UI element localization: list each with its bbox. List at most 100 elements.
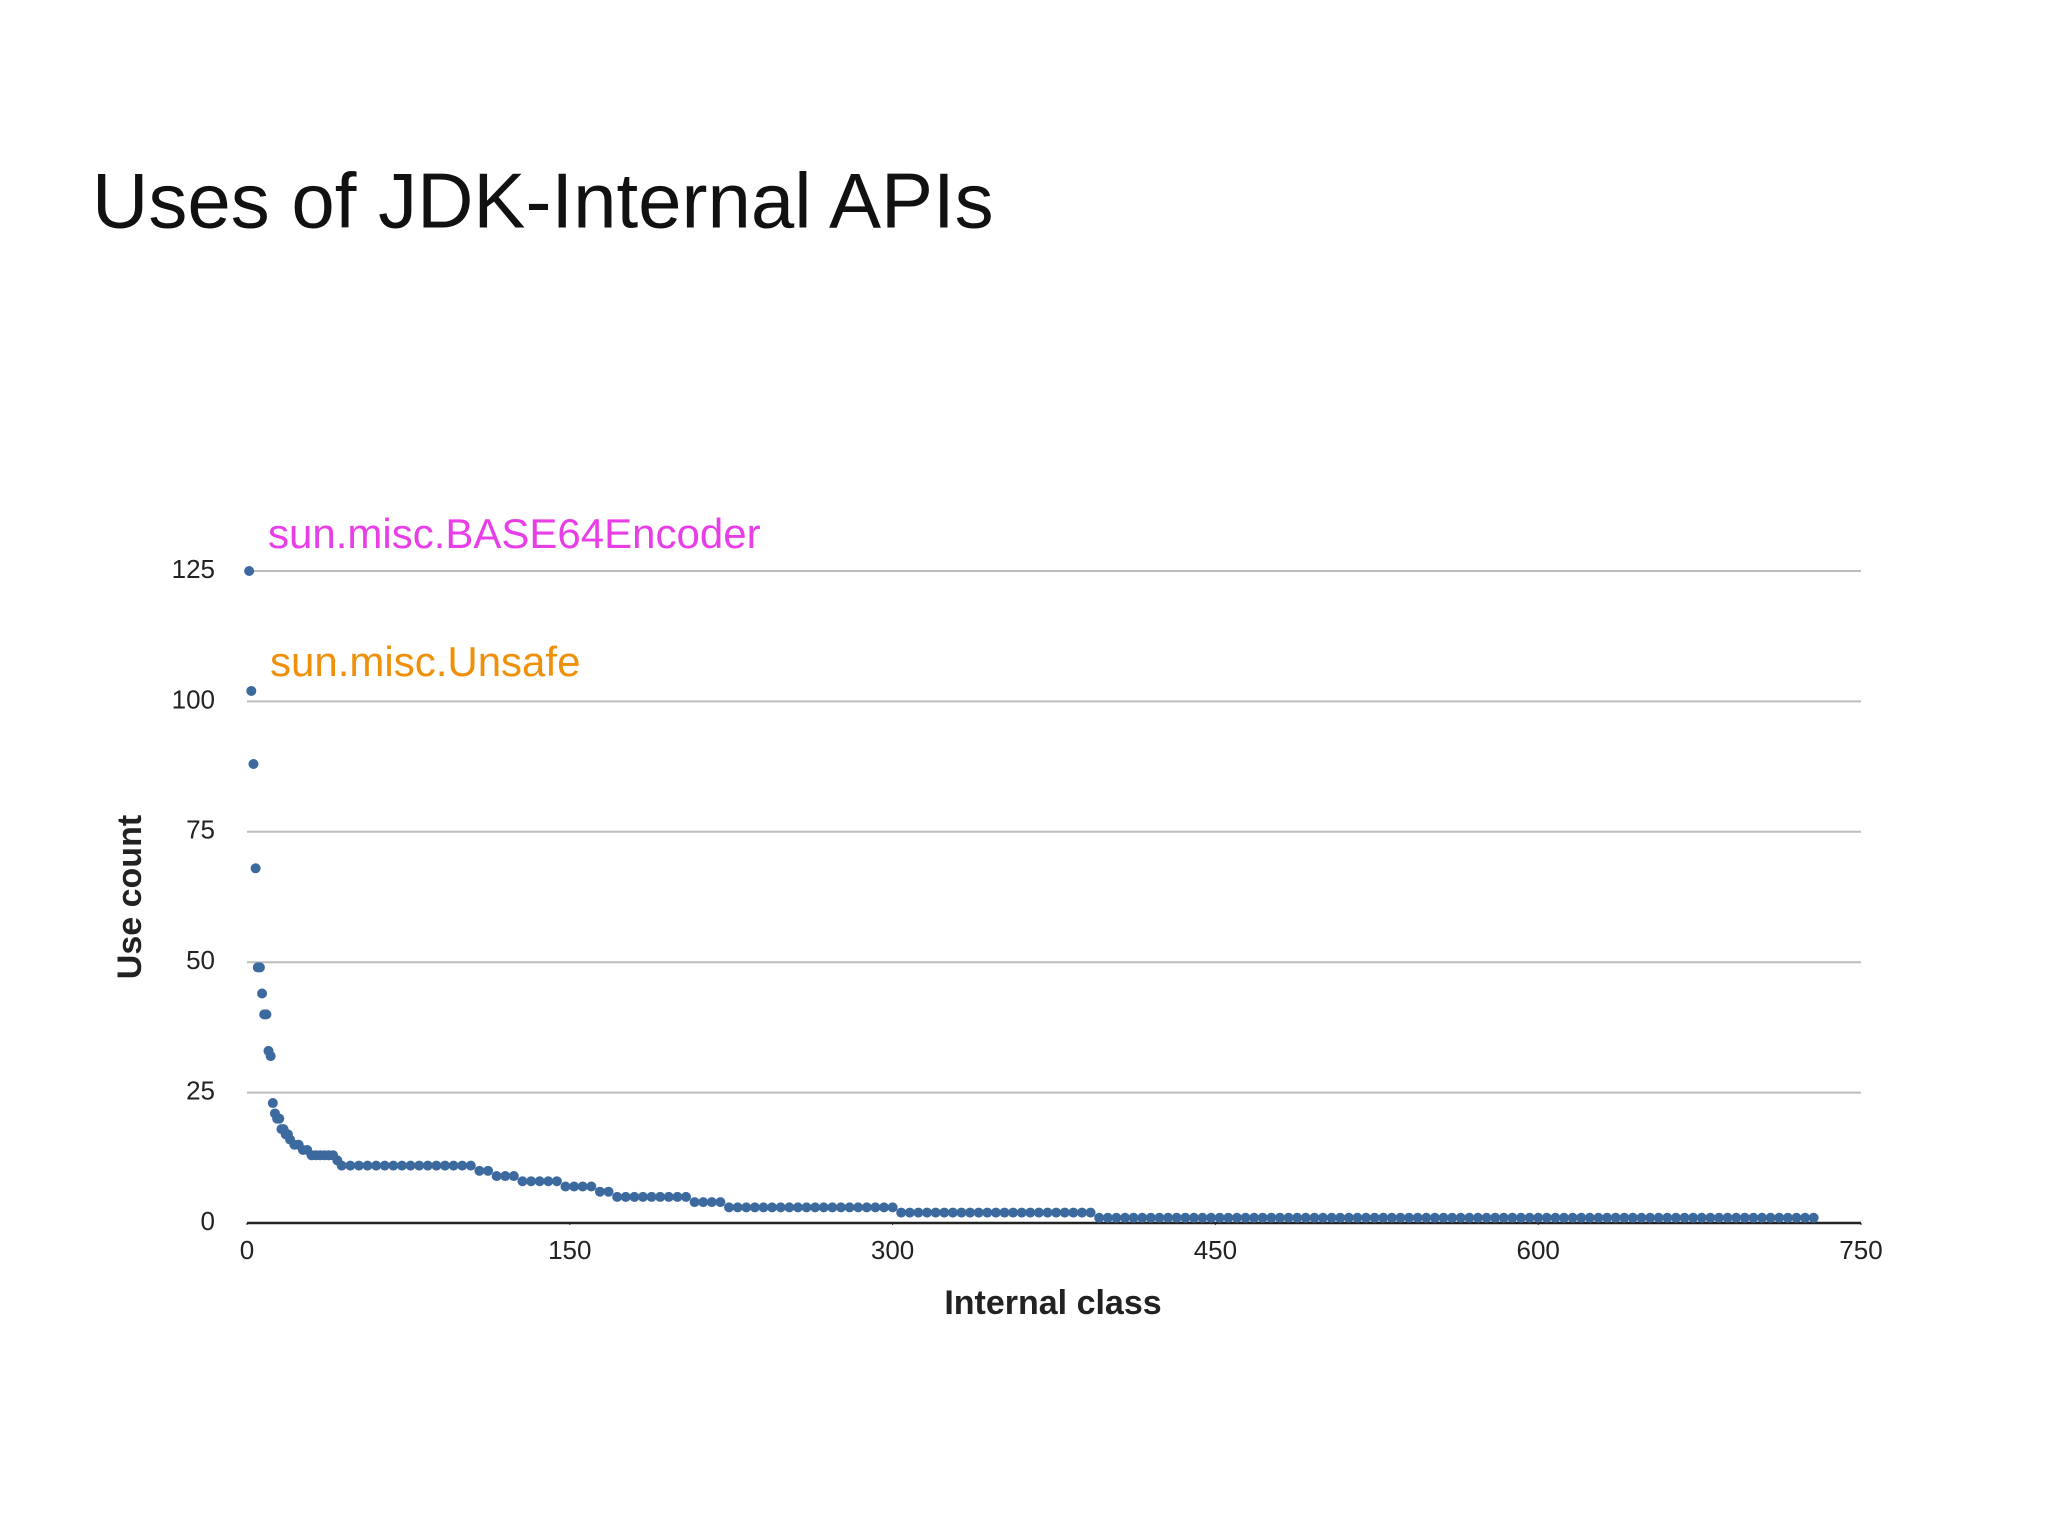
point [1507,1212,1518,1223]
point [887,1202,898,1213]
point [405,1160,416,1171]
y-tick-label: 50 [186,945,215,975]
point [586,1181,597,1192]
point [1068,1207,1079,1218]
point [1145,1212,1156,1223]
point [569,1181,580,1192]
point [637,1191,648,1202]
point [457,1160,468,1171]
point [517,1176,528,1187]
x-tick-label: 150 [548,1235,591,1265]
point [835,1202,846,1213]
point [1662,1212,1673,1223]
point [973,1207,984,1218]
point [853,1202,864,1213]
point [1645,1212,1656,1223]
point [1231,1212,1242,1223]
point [612,1191,623,1202]
point [1085,1207,1096,1218]
point [1025,1207,1036,1218]
point [1257,1212,1268,1223]
point [1679,1212,1690,1223]
point [1498,1212,1509,1223]
point [371,1160,382,1171]
slide-title: Uses of JDK-Internal APIs [92,157,994,245]
point [577,1181,588,1192]
point [1610,1212,1621,1223]
point [1206,1212,1217,1223]
point [353,1160,364,1171]
point [1240,1212,1251,1223]
point [1292,1212,1303,1223]
point [1008,1207,1019,1218]
point [267,1098,278,1109]
point [1429,1212,1440,1223]
point [1627,1212,1638,1223]
point [1739,1212,1750,1223]
point [646,1191,657,1202]
point [1163,1212,1174,1223]
point [1550,1212,1561,1223]
point [1318,1212,1328,1223]
y-tick-label: 0 [201,1206,215,1236]
point [1619,1212,1630,1223]
point [930,1207,941,1218]
point [603,1186,614,1197]
point [1447,1212,1458,1223]
point [431,1160,442,1171]
point [526,1176,537,1187]
x-tick-label: 300 [871,1235,914,1265]
point [246,685,257,696]
x-tick-label: 450 [1194,1235,1237,1265]
point [388,1160,399,1171]
point [1335,1212,1346,1223]
point [345,1160,356,1171]
point [939,1207,950,1218]
point [439,1160,450,1171]
point [1455,1212,1466,1223]
point [1395,1212,1406,1223]
y-tick-label: 125 [172,554,215,584]
point [965,1207,976,1218]
point [1791,1212,1802,1223]
point [1223,1212,1234,1223]
point [474,1165,485,1176]
point [1731,1212,1742,1223]
point [982,1207,993,1218]
point [1128,1212,1139,1223]
point [620,1191,631,1202]
x-tick-label: 0 [240,1235,254,1265]
point [698,1197,709,1208]
y-tick-label: 100 [172,684,215,714]
point [672,1191,683,1202]
annotation: sun.misc.Unsafe [270,638,580,685]
point [629,1191,640,1202]
point [257,988,268,999]
point [1713,1212,1724,1223]
point [1094,1212,1105,1223]
point [861,1202,872,1213]
point [1326,1212,1337,1223]
point [1533,1212,1544,1223]
point [1602,1212,1613,1223]
x-tick-label: 600 [1517,1235,1560,1265]
point [1808,1212,1819,1223]
point [749,1202,760,1213]
point [689,1197,700,1208]
point [663,1191,674,1202]
point [1670,1212,1681,1223]
point [1438,1212,1449,1223]
point [261,1009,272,1020]
x-tick-label: 750 [1839,1235,1882,1265]
point [1421,1212,1432,1223]
point [1541,1212,1552,1223]
point [1042,1207,1053,1218]
point [999,1207,1010,1218]
y-axis-label: Use count [111,815,149,979]
point [870,1202,881,1213]
point [1705,1212,1716,1223]
point [1567,1212,1578,1223]
point [508,1171,519,1182]
